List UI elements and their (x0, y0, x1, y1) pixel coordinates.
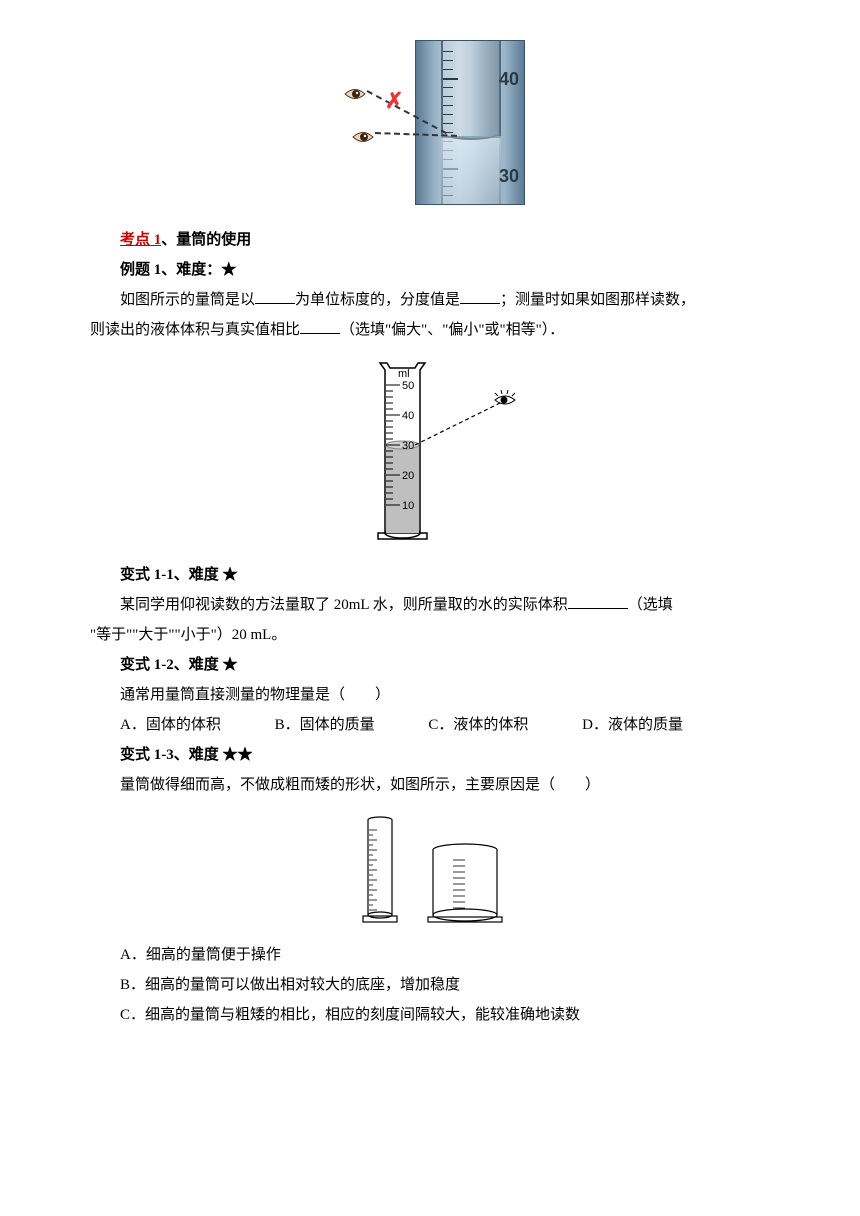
text-c: ；测量时如果如图那样读数， (500, 292, 695, 308)
option-d[interactable]: D．液体的质量 (582, 710, 683, 740)
bs13-label: 变式 1-3、难度 ★★ (90, 740, 770, 770)
liti1-text: 如图所示的量筒是以 为单位标度的，分度值是 ；测量时如果如图那样读数， (90, 285, 770, 315)
text-e: （选填"偏大"、"偏小"或"相等"）． (340, 322, 564, 338)
bs11-b: （选填 (628, 597, 673, 613)
liti1-label: 例题 1、难度：★ (90, 255, 770, 285)
option-b[interactable]: B．固体的质量 (275, 710, 375, 740)
bs13-text: 量筒做得细而高，不做成粗而矮的形状，如图所示，主要原因是（ ） (90, 770, 770, 800)
svg-text:20: 20 (402, 470, 414, 482)
liti1-text-line2: 则读出的液体体积与真实值相比 （选填"偏大"、"偏小"或"相等"）． (90, 315, 770, 345)
svg-text:50: 50 (402, 380, 414, 392)
svg-text:40: 40 (402, 410, 414, 422)
eye-icon (343, 82, 367, 96)
bs12-text: 通常用量筒直接测量的物理量是（ ） (90, 680, 770, 710)
blank-division[interactable] (460, 286, 500, 304)
svg-text:30: 30 (402, 440, 414, 452)
bs13-option-a[interactable]: A．细高的量筒便于操作 (90, 940, 770, 970)
scale-label-40: 40 (499, 69, 519, 90)
eye-icon (351, 125, 375, 139)
kaodian-label: 考点 1 (120, 232, 161, 248)
x-mark-icon: ✗ (385, 88, 403, 114)
ml-label: ml (398, 368, 410, 380)
scale-label-30: 30 (499, 166, 519, 187)
bs11-a: 某同学用仰视读数的方法量取了 20mL 水，则所量取的水的实际体积 (120, 597, 568, 613)
figure-cylinder-photo: 40 30 ✗ (90, 40, 770, 205)
text-d: 则读出的液体体积与真实值相比 (90, 322, 300, 338)
figure-two-cylinders (90, 810, 770, 930)
svg-text:10: 10 (402, 500, 414, 512)
bs12-label: 变式 1-2、难度 ★ (90, 650, 770, 680)
text-b: 为单位标度的，分度值是 (295, 292, 460, 308)
bs13-option-b[interactable]: B．细高的量筒可以做出相对较大的底座，增加稳度 (90, 970, 770, 1000)
blank-unit[interactable] (255, 286, 295, 304)
bs11-label: 变式 1-1、难度 ★ (90, 560, 770, 590)
option-a[interactable]: A．固体的体积 (120, 710, 221, 740)
figure-cylinder-lineart: ml 50 40 30 20 10 (90, 355, 770, 550)
blank-actual-volume[interactable] (568, 591, 628, 609)
text-a: 如图所示的量筒是以 (120, 292, 255, 308)
bs11-text: 某同学用仰视读数的方法量取了 20mL 水，则所量取的水的实际体积 （选填 (90, 590, 770, 620)
bs11-text-line2: "等于""大于""小于"）20 mL。 (90, 620, 770, 650)
kaodian-heading: 考点 1、量筒的使用 (90, 225, 770, 255)
kaodian-title: 、量筒的使用 (161, 232, 251, 248)
option-c[interactable]: C．液体的体积 (428, 710, 528, 740)
bs12-options: A．固体的体积 B．固体的质量 C．液体的体积 D．液体的质量 (120, 710, 770, 740)
blank-compare[interactable] (300, 316, 340, 334)
bs13-option-c[interactable]: C．细高的量筒与粗矮的相比，相应的刻度间隔较大，能较准确地读数 (90, 1000, 770, 1030)
